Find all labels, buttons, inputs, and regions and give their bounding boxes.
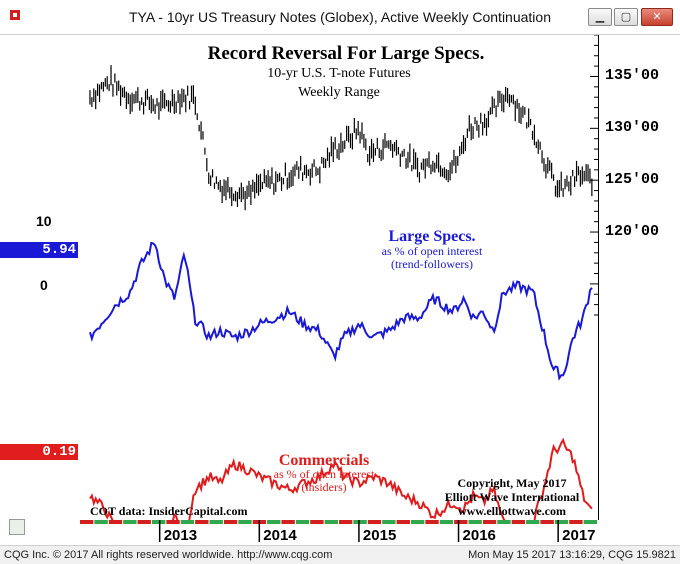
left-tick-10: 10 xyxy=(36,213,52,229)
price-tick-135: 135'00 xyxy=(605,67,660,85)
x-tick-labels: 2013 2014 2015 2016 2017 xyxy=(158,520,596,544)
x-axis-segment xyxy=(108,520,123,524)
large-specs-value-badge: 5.94 xyxy=(0,242,78,258)
x-axis-segment xyxy=(281,520,295,524)
price-series xyxy=(89,65,593,211)
x-tick-label-2014: 2014 xyxy=(263,527,297,544)
x-axis-segment xyxy=(151,520,166,524)
left-axis-panel: 10 0 5.94 0.19 xyxy=(0,35,80,545)
x-axis-segment xyxy=(353,520,367,524)
x-tick-label-2013: 2013 xyxy=(164,527,197,544)
right-axis-panel: 135'00 130'00 125'00 120'00 xyxy=(599,35,680,545)
chart-content: 10 0 5.94 0.19 Record Reversal For Large… xyxy=(0,34,680,552)
x-axis-segments xyxy=(80,520,597,524)
commercials-sub-2: (insiders) xyxy=(301,480,346,494)
large-specs-label: Large Specs. xyxy=(388,228,475,245)
close-button[interactable]: ✕ xyxy=(641,8,673,26)
price-tick-125: 125'00 xyxy=(605,171,660,189)
x-axis-segment xyxy=(468,520,482,524)
x-axis-segment xyxy=(439,520,454,524)
plot-area: Record Reversal For Large Specs. 10-yr U… xyxy=(80,34,599,552)
large-specs-sub-1: as % of open interest xyxy=(382,244,483,258)
minimize-button[interactable]: ▁ xyxy=(588,8,612,26)
chart-subtitle-1: 10-yr U.S. T-note Futures xyxy=(267,66,411,81)
price-tick-130: 130'00 xyxy=(605,119,660,137)
x-axis-segment xyxy=(526,520,540,524)
x-tick-label-2016: 2016 xyxy=(463,527,496,544)
x-tick-label-2017: 2017 xyxy=(562,527,595,544)
x-axis-segment xyxy=(180,520,195,524)
chart-svg: Record Reversal For Large Specs. 10-yr U… xyxy=(89,34,598,552)
x-axis-segment xyxy=(166,520,180,524)
x-axis-segment xyxy=(554,520,569,524)
commercials-value-badge: 0.19 xyxy=(0,444,78,460)
x-axis-segment xyxy=(209,520,223,524)
left-tick-0: 0 xyxy=(40,277,48,293)
x-axis-segment xyxy=(324,520,338,524)
x-axis-segment xyxy=(382,520,396,524)
x-axis-segment xyxy=(310,520,324,524)
x-axis-segment xyxy=(267,520,281,524)
cot-data-note: COT data: InsiderCapital.com xyxy=(90,504,247,518)
x-axis-segment xyxy=(238,520,252,524)
status-bar: CQG Inc. © 2017 All rights reserved worl… xyxy=(0,545,680,564)
title-bar: TYA - 10yr US Treasury Notes (Globex), A… xyxy=(0,0,680,35)
x-axis-segment xyxy=(367,520,382,524)
x-axis-segment xyxy=(497,520,511,524)
price-tick-120: 120'00 xyxy=(605,223,660,241)
cqg-app-icon[interactable] xyxy=(10,10,20,20)
x-axis-segment xyxy=(339,520,353,524)
x-axis-segment xyxy=(569,520,583,524)
x-axis-segment xyxy=(511,520,526,524)
x-axis-segment xyxy=(195,520,209,524)
maximize-button[interactable]: ▢ xyxy=(614,8,638,26)
scroll-checkbox[interactable] xyxy=(9,519,25,535)
window-title: TYA - 10yr US Treasury Notes (Globex), A… xyxy=(129,9,551,25)
chart-subtitle-2: Weekly Range xyxy=(298,85,380,100)
x-axis-segment xyxy=(94,520,108,524)
status-copyright: CQG Inc. © 2017 All rights reserved worl… xyxy=(4,549,333,561)
x-tick-label-2015: 2015 xyxy=(363,527,396,544)
x-axis-segment xyxy=(396,520,410,524)
x-axis-segment xyxy=(295,520,310,524)
large-specs-line xyxy=(89,241,593,381)
x-axis-segment xyxy=(482,520,497,524)
x-axis-segment xyxy=(540,520,554,524)
commercials-label: Commercials xyxy=(279,452,369,469)
copyright-line-2: Elliott Wave International xyxy=(445,490,580,504)
commercials-sub-1: as % of open interest xyxy=(274,467,375,481)
x-axis-segment xyxy=(137,520,151,524)
right-tick-marks xyxy=(590,34,598,316)
x-axis-segment xyxy=(223,520,238,524)
status-timestamp: Mon May 15 2017 13:16:29, CQG 15.9821 xyxy=(468,549,676,561)
chart-title: Record Reversal For Large Specs. xyxy=(208,43,485,64)
x-axis-segment xyxy=(454,520,468,524)
x-axis-segment xyxy=(80,520,94,524)
copyright-line-1: Copyright, May 2017 xyxy=(458,476,567,490)
x-axis-segment xyxy=(425,520,439,524)
x-axis-segment xyxy=(123,520,137,524)
copyright-line-3: www.elliottwave.com xyxy=(458,504,566,518)
x-axis: 2013 2014 2015 2016 2017 xyxy=(80,520,597,544)
large-specs-sub-2: (trend-followers) xyxy=(391,257,473,271)
x-axis-segment xyxy=(583,520,597,524)
x-axis-segment xyxy=(410,520,425,524)
